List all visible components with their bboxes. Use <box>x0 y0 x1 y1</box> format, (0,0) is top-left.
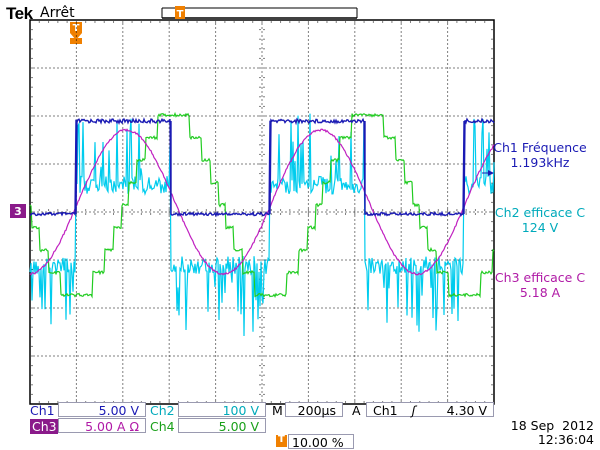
waveform-ch3 <box>29 128 495 276</box>
trigger-slope-icon: ʃ <box>411 403 416 418</box>
datetime: 18 Sep 2012 12:36:04 <box>504 419 594 447</box>
trigger-position-glyph: T <box>278 434 285 445</box>
measurement-value: 5.18 A <box>519 285 561 300</box>
trigger-level-arrow <box>488 170 494 176</box>
ch2-label[interactable]: Ch2 <box>150 403 175 418</box>
trigger-level: 4.30 V <box>446 403 487 418</box>
brand-logo: Tek <box>6 4 33 23</box>
timebase-scale[interactable]: 200µs <box>285 402 343 418</box>
acquisition-state: Arrêt <box>40 5 75 21</box>
trigger-setting[interactable]: Ch1 ʃ 4.30 V <box>366 402 494 418</box>
measurement-label: Ch1 Fréquence <box>493 140 587 155</box>
svg-text:T: T <box>177 9 184 20</box>
trigger-time-marker[interactable]: T <box>70 22 82 44</box>
measurement-value: 1.193kHz <box>510 155 570 170</box>
ch3-ground-marker[interactable]: 3 <box>10 204 26 218</box>
waveform-ch2 <box>29 113 495 337</box>
svg-text:3: 3 <box>14 205 22 218</box>
measurement-label: Ch3 efficace C <box>494 270 586 285</box>
time: 12:36:04 <box>537 432 594 447</box>
waveforms <box>29 111 495 337</box>
ch3-label[interactable]: Ch3 <box>30 419 58 434</box>
ch2-scale[interactable]: 100 V <box>178 402 266 418</box>
graticule-grid <box>29 19 495 405</box>
trigger-position-icon: T <box>276 434 287 447</box>
ch3-scale[interactable]: 5.00 A Ω <box>58 418 146 434</box>
measurement-label: Ch2 efficace C <box>494 205 586 220</box>
trigger-source: Ch1 <box>373 403 398 418</box>
measurement-ch3-rms: Ch3 efficace C 5.18 A <box>486 270 594 300</box>
ch4-scale[interactable]: 5.00 V <box>178 418 266 434</box>
trigger-position[interactable]: 10.00 % <box>288 434 354 450</box>
timebase-label: M <box>272 403 283 418</box>
measurement-ch2-rms: Ch2 efficace C 124 V <box>486 205 594 235</box>
ch4-label[interactable]: Ch4 <box>150 419 175 434</box>
trigger-mode-label: A <box>352 403 361 418</box>
waveform-ch4 <box>29 111 495 299</box>
trigger-position-marker[interactable]: T <box>175 6 185 20</box>
ch1-label[interactable]: Ch1 <box>30 403 55 418</box>
ch1-scale[interactable]: 5.00 V <box>58 402 146 418</box>
waveform-ch1 <box>29 117 495 218</box>
date: 18 Sep 2012 <box>510 418 594 433</box>
measurement-value: 124 V <box>521 220 559 235</box>
measurement-ch1-frequency: Ch1 Fréquence 1.193kHz <box>486 140 594 170</box>
record-bar <box>161 7 358 19</box>
